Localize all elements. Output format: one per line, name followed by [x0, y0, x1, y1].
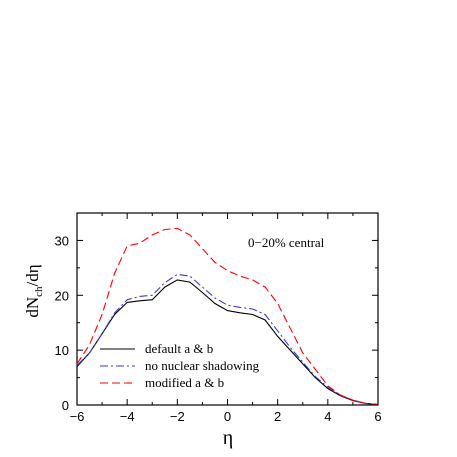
y-axis-label-sub: ch [33, 286, 45, 297]
y-tick-label: 10 [55, 343, 69, 358]
plot-frame [76, 212, 379, 406]
series-lines [76, 227, 379, 406]
y-axis-label: dNch/dη [23, 264, 45, 317]
y-tick-label: 0 [62, 398, 69, 413]
y-tick-label: 30 [55, 233, 69, 248]
x-tick-label: 6 [374, 409, 381, 424]
legend-label-3: modified a & b [145, 375, 224, 390]
series-line-1 [76, 279, 379, 406]
x-tick-label: −4 [120, 409, 135, 424]
x-axis-label: η [223, 427, 233, 449]
y-axis-label-main: dN [23, 297, 42, 318]
x-tick-label: −6 [70, 409, 85, 424]
x-tick-label: 2 [274, 409, 281, 424]
x-tick-label: 0 [224, 409, 231, 424]
annotation-label: 0−20% central [248, 235, 325, 250]
legend: default a & b no nuclear shadowing modifie… [100, 341, 260, 390]
legend-label-1: default a & b [145, 341, 213, 356]
x-tick-label: −2 [170, 409, 185, 424]
series-line-2 [76, 273, 379, 406]
series-line-3 [76, 227, 379, 406]
plot-area [76, 212, 379, 406]
x-tick-label: 4 [324, 409, 331, 424]
y-axis-label-tail: /dη [23, 264, 42, 286]
axis-ticks: −6 −4 −2 0 2 4 6 0 10 20 30 [55, 213, 382, 424]
legend-label-2: no nuclear shadowing [145, 358, 260, 373]
svg-text:dNch/dη: dNch/dη [23, 264, 45, 317]
y-tick-label: 20 [55, 288, 69, 303]
